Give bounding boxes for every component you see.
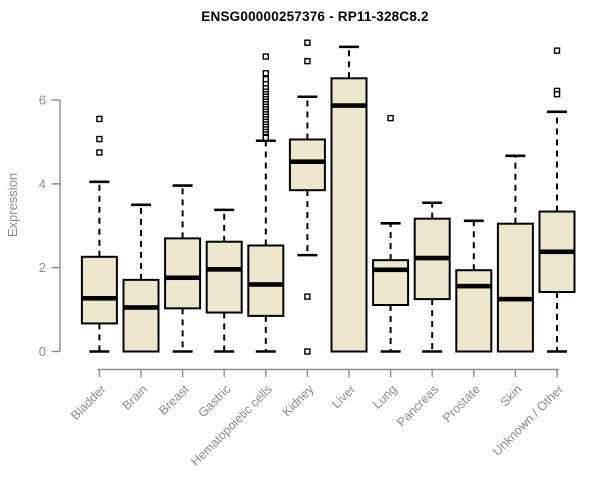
box-iqr	[496, 222, 534, 353]
outlier-point	[304, 348, 311, 355]
median-line	[497, 296, 533, 302]
outlier-point	[387, 114, 394, 122]
x-category-label: Breast	[156, 382, 192, 418]
box-iqr	[80, 255, 118, 325]
x-category-label: Brain	[120, 382, 151, 413]
outlier-point	[304, 57, 311, 65]
x-category-label: Lung	[370, 382, 400, 412]
outlier-point	[96, 149, 103, 156]
median-line	[165, 275, 201, 281]
x-category-label: Liver	[329, 382, 358, 411]
box-iqr	[247, 244, 285, 317]
x-category-label: Kidney	[280, 382, 317, 419]
outlier-point	[262, 53, 269, 60]
outlier-point	[304, 39, 311, 46]
x-category-label: Unknown / Other	[490, 382, 566, 458]
median-line	[414, 255, 450, 261]
outlier-point	[96, 115, 103, 123]
outlier-point	[553, 47, 561, 54]
box-iqr	[205, 240, 243, 314]
y-tick-label: 0	[39, 344, 46, 359]
outlier-point	[304, 293, 311, 300]
median-line	[373, 267, 409, 273]
y-tick-label: 4	[39, 176, 46, 191]
x-category-label: Pancreas	[394, 382, 441, 429]
x-category-label: Prostate	[440, 382, 483, 425]
box-iqr	[372, 259, 410, 306]
median-line	[123, 305, 159, 310]
median-line	[289, 159, 325, 164]
x-category-label: Bladder	[68, 382, 108, 422]
box-iqr	[122, 278, 160, 353]
box-iqr	[330, 77, 368, 353]
median-line	[539, 249, 575, 255]
box-iqr	[288, 138, 326, 192]
median-line	[81, 295, 117, 301]
outlier-point	[262, 134, 269, 142]
median-line	[331, 103, 367, 108]
median-line	[456, 283, 492, 289]
box-iqr	[455, 269, 493, 353]
x-category-label: Skin	[497, 382, 524, 409]
x-category-label: Gastric	[195, 382, 233, 420]
outlier-point	[262, 70, 269, 77]
median-line	[206, 267, 242, 272]
y-tick-label: 2	[39, 260, 46, 275]
chart-title: ENSG00000257376 - RP11-328C8.2	[201, 9, 429, 24]
median-line	[248, 282, 284, 287]
x-category-label: Hematopoietic cells	[188, 382, 275, 469]
outlier-point	[262, 75, 269, 83]
outlier-point	[553, 91, 561, 98]
box-iqr	[164, 237, 202, 310]
y-tick-label: 6	[39, 93, 46, 108]
outlier-point	[96, 135, 103, 143]
